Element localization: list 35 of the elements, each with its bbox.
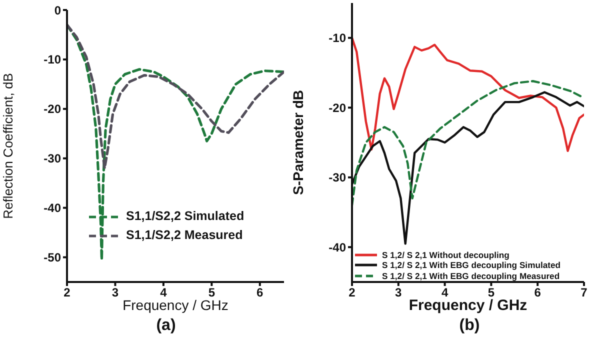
x-tick-label: 6	[256, 286, 264, 300]
legend-label: S 1,2/ S 2,1 Without decoupling	[382, 250, 510, 260]
text: (b)	[458, 317, 481, 335]
legend-label: S1,1/S2,2 Simulated	[126, 208, 244, 225]
legend-label: S 1,2/ S 2,1 With EBG decoupling Simulated	[382, 260, 561, 271]
x-tick-label: 4	[441, 286, 448, 300]
x-tick-label: 5	[488, 286, 495, 300]
y-axis-title: S-Parameter dB	[290, 90, 306, 196]
x-tick-label: 6	[534, 286, 542, 300]
line-series	[352, 80, 584, 206]
x-tick-label: 7	[580, 286, 588, 300]
y-tick-label: -40	[328, 240, 346, 254]
x-axis-title: Frequency / GHz	[122, 297, 228, 313]
x-tick-label: 4	[160, 286, 168, 300]
y-tick-label: -50	[44, 250, 62, 265]
y-tick-label: -20	[44, 102, 62, 116]
line-series	[67, 24, 284, 170]
x-tick-label: 3	[112, 286, 119, 300]
x-tick-label: 2	[64, 286, 71, 300]
x-tick-label: 3	[395, 286, 402, 300]
y-tick-label: -30	[44, 152, 62, 166]
text: (a)	[155, 317, 177, 335]
x-tick-label: 2	[348, 286, 356, 300]
line-series	[352, 36, 584, 152]
y-tick-label: -30	[328, 170, 346, 185]
y-tick-label: -10	[328, 31, 346, 46]
y-axis-title: Reflection Coefficient, dB	[0, 73, 16, 219]
y-tick-label: -40	[44, 201, 62, 216]
y-tick-label: 0	[54, 3, 62, 18]
y-tick-label: -20	[328, 100, 346, 115]
x-tick-label: 5	[208, 286, 216, 300]
legend-label: S 1,2/ S 2,1 With EBG decoupling Measured	[382, 270, 560, 281]
legend-label: S1,1/S2,2 Measured	[126, 227, 243, 244]
x-axis-title: Frequency / GHz	[408, 297, 528, 314]
y-tick-label: -10	[44, 52, 62, 67]
